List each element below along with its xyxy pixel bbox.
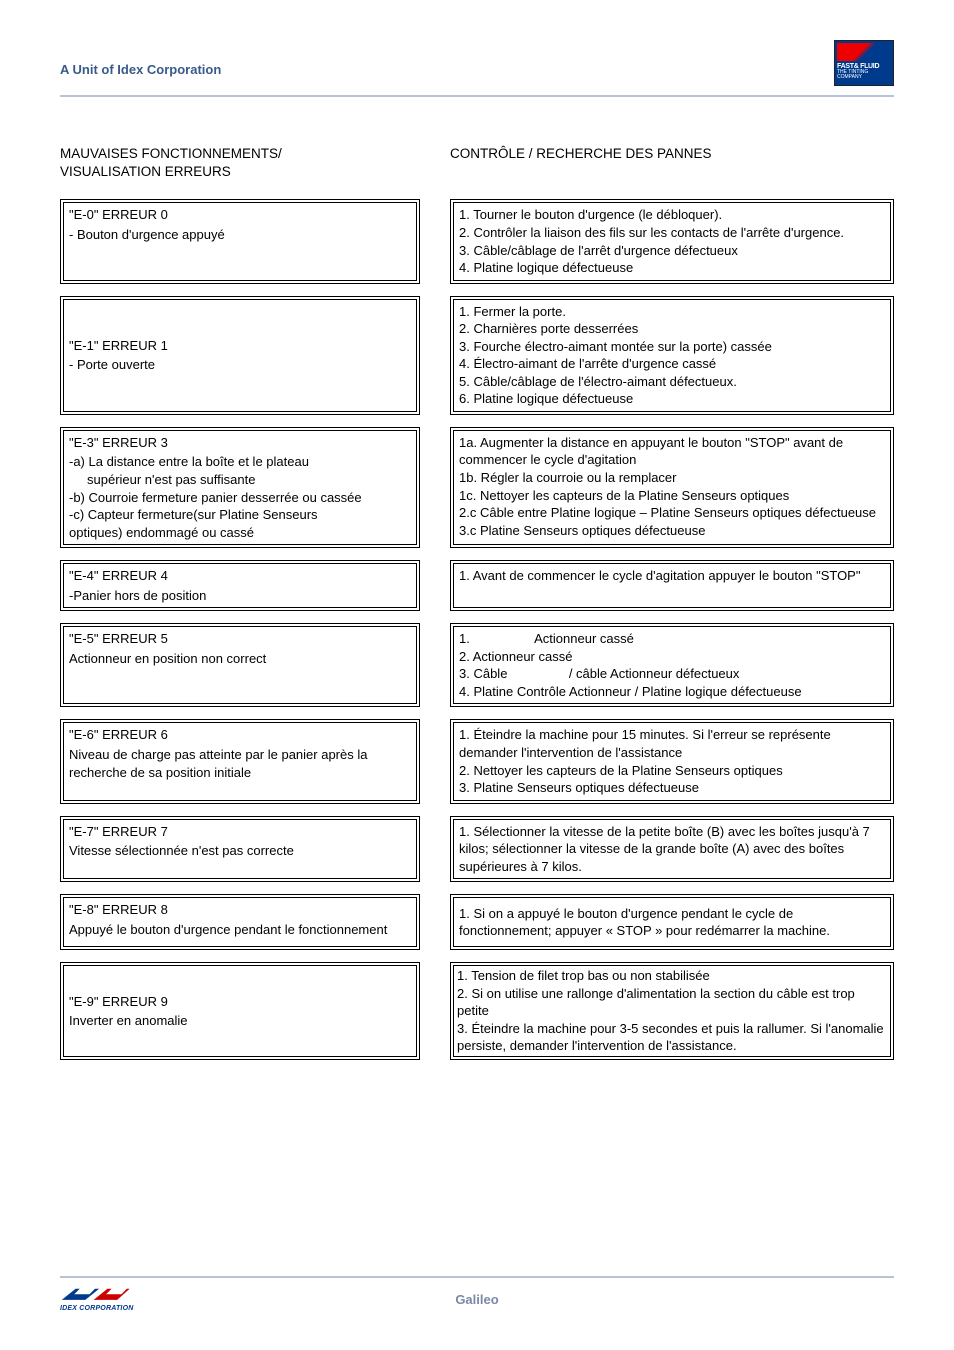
fix-box-e1: 1. Fermer la porte. 2. Charnières porte … [450, 296, 894, 415]
error-box-e6: "E-6" ERREUR 6 Niveau de charge pas atte… [60, 719, 420, 803]
brand-logo: FAST& FLUID THE TINTING COMPANY [834, 40, 894, 86]
error-desc: Actionneur en position non correct [69, 650, 411, 668]
right-column-heading: CONTRÔLE / RECHERCHE DES PANNES [450, 145, 894, 181]
error-desc-line: supérieur n'est pas suffisante [69, 471, 411, 489]
fix-box-e8: 1. Si on a appuyé le bouton d'urgence pe… [450, 894, 894, 950]
logo-line2: THE TINTING COMPANY [837, 70, 891, 80]
fix-box-e4: 1. Avant de commencer le cycle d'agitati… [450, 560, 894, 611]
error-code: "E-5" ERREUR 5 [69, 630, 411, 648]
fix-box-e7: 1. Sélectionner la vitesse de la petite … [450, 816, 894, 883]
fix-box-e6: 1. Éteindre la machine pour 15 minutes. … [450, 719, 894, 803]
error-box-e1: "E-1" ERREUR 1 - Porte ouverte [60, 296, 420, 415]
footer-divider [60, 1276, 894, 1278]
error-box-e5: "E-5" ERREUR 5 Actionneur en position no… [60, 623, 420, 707]
error-box-e0: "E-0" ERREUR 0 - Bouton d'urgence appuyé [60, 199, 420, 283]
header-divider [60, 95, 894, 97]
error-box-e8: "E-8" ERREUR 8 Appuyé le bouton d'urgenc… [60, 894, 420, 950]
error-code: "E-1" ERREUR 1 [69, 337, 411, 355]
error-desc: - Bouton d'urgence appuyé [69, 226, 411, 244]
error-desc-line: -b) Courroie fermeture panier desserrée … [69, 489, 411, 507]
header-unit-text: A Unit of Idex Corporation [60, 62, 221, 77]
error-desc: Appuyé le bouton d'urgence pendant le fo… [69, 921, 411, 939]
error-desc-line: optiques) endommagé ou cassé [69, 524, 411, 542]
idex-mark-icon [60, 1286, 130, 1304]
logo-swoosh-icon [837, 43, 891, 61]
fix-box-e9: 1. Tension de filet trop bas ou non stab… [450, 962, 894, 1060]
fix-box-e3: 1a. Augmenter la distance en appuyant le… [450, 427, 894, 548]
error-code: "E-7" ERREUR 7 [69, 823, 411, 841]
left-column-heading: MAUVAISES FONCTIONNEMENTS/ VISUALISATION… [60, 145, 420, 181]
fix-box-e5: 1. Actionneur cassé 2. Actionneur cassé … [450, 623, 894, 707]
error-desc: - Porte ouverte [69, 356, 411, 374]
error-desc: -Panier hors de position [69, 587, 411, 605]
page-footer: IDEX CORPORATION Galileo [60, 1276, 894, 1312]
page-header: A Unit of Idex Corporation FAST& FLUID T… [0, 0, 954, 95]
error-desc-line: -a) La distance entre la boîte et le pla… [69, 453, 411, 471]
error-desc: Inverter en anomalie [69, 1012, 411, 1030]
error-code: "E-9" ERREUR 9 [69, 993, 411, 1011]
error-desc-line: -c) Capteur fermeture(sur Platine Senseu… [69, 506, 411, 524]
idex-logo: IDEX CORPORATION [60, 1286, 133, 1312]
error-box-e4: "E-4" ERREUR 4 -Panier hors de position [60, 560, 420, 611]
error-box-e9: "E-9" ERREUR 9 Inverter en anomalie [60, 962, 420, 1060]
idex-corp-text: IDEX CORPORATION [60, 1305, 133, 1312]
error-box-e3: "E-3" ERREUR 3 -a) La distance entre la … [60, 427, 420, 548]
error-code: "E-6" ERREUR 6 [69, 726, 411, 744]
error-code: "E-3" ERREUR 3 [69, 434, 411, 452]
error-desc: Niveau de charge pas atteinte par le pan… [69, 746, 411, 781]
error-code: "E-8" ERREUR 8 [69, 901, 411, 919]
error-code: "E-4" ERREUR 4 [69, 567, 411, 585]
footer-center-text: Galileo [455, 1292, 498, 1307]
error-desc: Vitesse sélectionnée n'est pas correcte [69, 842, 411, 860]
content-grid: MAUVAISES FONCTIONNEMENTS/ VISUALISATION… [60, 145, 894, 1072]
error-box-e7: "E-7" ERREUR 7 Vitesse sélectionnée n'es… [60, 816, 420, 883]
fix-box-e0: 1. Tourner le bouton d'urgence (le déblo… [450, 199, 894, 283]
error-code: "E-0" ERREUR 0 [69, 206, 411, 224]
